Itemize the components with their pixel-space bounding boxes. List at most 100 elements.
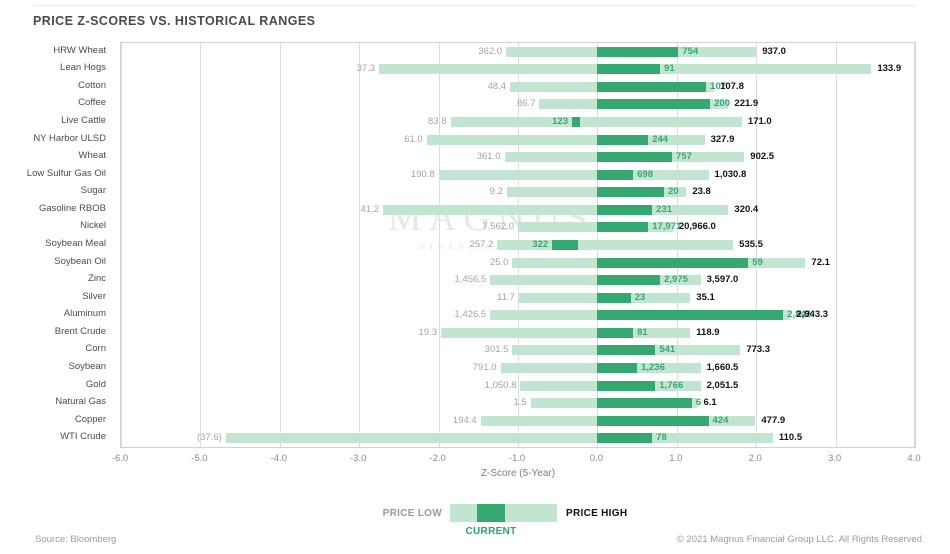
bar-high-label: 20,966.0 <box>678 221 716 233</box>
bar-high-label: 118.9 <box>696 326 720 338</box>
current-bar <box>552 239 579 250</box>
bar-high-label: 320.4 <box>734 203 759 215</box>
gridline <box>121 43 122 447</box>
legend-price-high-label: PRICE HIGH <box>566 508 628 519</box>
category-axis: HRW Wheat Lean Hogs Cotton Coffee Live Cattl… <box>0 42 112 448</box>
chart-row: (37.6) 78 110.5 <box>121 429 915 447</box>
top-divider <box>33 5 917 6</box>
bar-current-label: 754 <box>682 45 699 57</box>
range-bar <box>440 327 691 338</box>
current-bar <box>597 222 649 233</box>
category-label: HRW Wheat <box>53 44 106 56</box>
chart-row: 83.8 123 171.0 <box>121 113 915 131</box>
bar-high-label: 72.1 <box>811 256 830 268</box>
x-tick-label: 1.0 <box>669 453 683 464</box>
x-tick-label: -5.0 <box>191 453 208 464</box>
bar-low-label: 7,562.0 <box>482 221 514 233</box>
x-tick-label: -1.0 <box>508 453 526 464</box>
gridline <box>835 43 837 447</box>
category-label: Soybean Oil <box>54 255 106 267</box>
bar-low-label: (37.6) <box>196 432 222 444</box>
current-bar <box>597 398 692 409</box>
bar-low-label: 37.3 <box>356 63 376 75</box>
chart-row: 1.5 6 6.1 <box>121 394 915 412</box>
x-tick-label: -3.0 <box>350 453 367 464</box>
category-label: NY Harbor ULSD <box>33 132 106 144</box>
current-bar <box>597 64 661 75</box>
bar-low-label: 361.0 <box>476 151 501 163</box>
category-label: Gold <box>85 378 106 390</box>
bar-low-label: 1.5 <box>513 397 527 409</box>
bar-low-label: 61.0 <box>404 133 423 145</box>
bar-low-label: 194.4 <box>452 414 477 426</box>
chart-title: PRICE Z-SCORES VS. HISTORICAL RANGES <box>33 14 316 28</box>
category-label: Natural Gas <box>55 396 106 408</box>
current-bar <box>597 433 653 444</box>
category-label: Silver <box>82 290 106 302</box>
range-bar <box>450 117 742 128</box>
bar-low-label: 190.8 <box>410 168 435 180</box>
bar-low-label: 301.5 <box>484 344 509 356</box>
bar-high-label: 2,051.5 <box>706 379 739 391</box>
bar-current-label: 1,236 <box>641 361 665 373</box>
range-bar <box>506 187 687 198</box>
bar-high-label: 35.1 <box>696 291 715 303</box>
current-bar <box>597 169 634 180</box>
current-bar <box>597 415 709 426</box>
bar-current-label: 123 <box>552 116 568 128</box>
current-bar <box>597 152 673 163</box>
gridline <box>438 43 440 447</box>
current-bar <box>597 292 631 303</box>
gridline <box>359 43 361 447</box>
bar-low-label: 9.2 <box>489 186 503 198</box>
gridline <box>200 43 202 447</box>
chart-row: 7,562.0 17,971 20,966.0 <box>121 219 915 237</box>
bar-low-label: 86.7 <box>516 98 536 110</box>
category-label: WTI Crude <box>60 431 106 443</box>
plot-area: 362.0 754 937.0 37.3 91 133.9 48.4 107 107.8 86.7… <box>120 42 916 448</box>
range-bar <box>426 134 705 145</box>
gridline <box>914 43 915 447</box>
bar-high-label: 327.9 <box>710 133 735 145</box>
x-tick-label: 0.0 <box>589 453 603 464</box>
bar-low-label: 362.0 <box>478 45 503 57</box>
category-label: Gasoline RBOB <box>38 202 106 214</box>
chart-row: 41.2 231 320.4 <box>121 201 915 219</box>
bar-high-label: 902.5 <box>750 151 775 163</box>
bar-high-label: 937.0 <box>762 45 786 57</box>
current-bar <box>597 204 653 215</box>
bar-high-label: 23.8 <box>692 186 711 198</box>
bar-current-label: 698 <box>637 168 653 180</box>
current-bar <box>597 187 665 198</box>
x-tick-label: 2.0 <box>748 453 762 464</box>
category-label: Cotton <box>78 79 106 91</box>
bar-low-label: 19.3 <box>418 326 437 338</box>
x-tick-label: -6.0 <box>111 453 129 464</box>
x-tick-label: 4.0 <box>907 453 921 464</box>
x-tick-label: -2.0 <box>429 453 446 464</box>
category-label: Sugar <box>80 185 106 197</box>
bar-high-label: 133.9 <box>877 63 902 75</box>
bar-high-label: 1,660.5 <box>706 361 739 373</box>
chart-row: 86.7 200 221.9 <box>121 96 915 114</box>
copyright-note: © 2021 Magnus Financial Group LLC. All R… <box>676 534 922 545</box>
source-note: Source: Bloomberg <box>35 534 117 545</box>
chart-row: 791.0 1,236 1,660.5 <box>121 359 915 377</box>
bar-high-label: 2,943.3 <box>796 309 829 321</box>
chart-row: 11.7 23 35.1 <box>121 289 915 307</box>
chart-row: 301.5 541 773.3 <box>121 342 915 360</box>
chart-row: 1,426.5 2,842 2,943.3 <box>121 306 915 324</box>
bar-current-label: 17,971 <box>652 221 682 233</box>
current-bar <box>597 46 679 57</box>
bar-low-label: 25.0 <box>489 256 509 268</box>
chart-row: 1,050.8 1,766 2,051.5 <box>121 377 915 395</box>
category-label: Lean Hogs <box>60 62 106 74</box>
category-label: Nickel <box>80 220 106 232</box>
bar-low-label: 791.0 <box>472 361 497 373</box>
bar-current-label: 1,766 <box>659 379 684 391</box>
bar-high-label: 535.5 <box>739 238 763 250</box>
bar-low-label: 48.4 <box>487 80 507 92</box>
bar-low-label: 83.8 <box>428 116 447 128</box>
current-bar <box>597 362 638 373</box>
